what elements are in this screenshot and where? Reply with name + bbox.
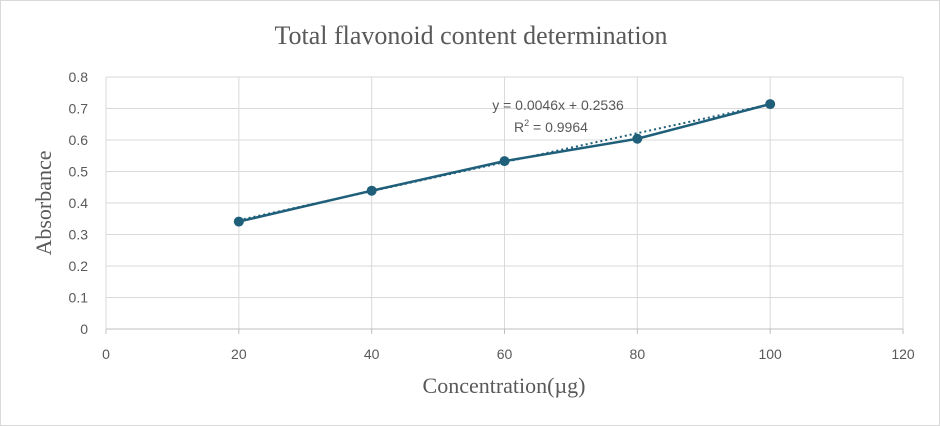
r-squared-r: R	[514, 119, 524, 135]
y-tick-label: 0.4	[69, 195, 89, 211]
trendline-equation: y = 0.0046x + 0.2536	[492, 97, 624, 113]
y-axis-title: Absorbance	[31, 150, 56, 255]
x-tick-label: 0	[102, 346, 110, 362]
x-tick-label: 120	[891, 346, 915, 362]
y-tick-label: 0.7	[69, 101, 89, 117]
chart-title: Total flavonoid content determination	[274, 21, 667, 50]
y-tick-label: 0.1	[69, 290, 89, 306]
x-tick-label: 60	[497, 346, 513, 362]
r-squared-label: R2 = 0.9964	[514, 118, 588, 135]
x-tick-label: 40	[364, 346, 380, 362]
x-axis-title: Concentration(µg)	[423, 373, 586, 398]
r-squared-exponent: 2	[524, 118, 529, 128]
y-tick-label: 0.8	[69, 69, 89, 85]
x-tick-label: 100	[758, 346, 782, 362]
data-point	[366, 185, 377, 196]
x-tick-label: 80	[630, 346, 646, 362]
data-point	[632, 133, 643, 144]
data-point	[765, 99, 776, 110]
tick-labels: 0 0.1 0.2 0.3 0.4 0.5 0.6 0.7 0.8 0 20 40 60 80 100 120	[69, 69, 915, 362]
r-squared-value: = 0.9964	[529, 119, 588, 135]
y-tick-label: 0.5	[69, 164, 89, 180]
y-tick-label: 0.2	[69, 258, 89, 274]
y-tick-label: 0.6	[69, 132, 89, 148]
data-point	[499, 156, 510, 167]
x-tick-label: 20	[231, 346, 247, 362]
axes	[105, 77, 904, 334]
y-tick-label: 0.3	[69, 227, 89, 243]
data-point	[233, 216, 244, 227]
y-tick-label: 0	[80, 321, 88, 337]
series-group	[233, 99, 776, 227]
gridlines	[106, 76, 904, 329]
